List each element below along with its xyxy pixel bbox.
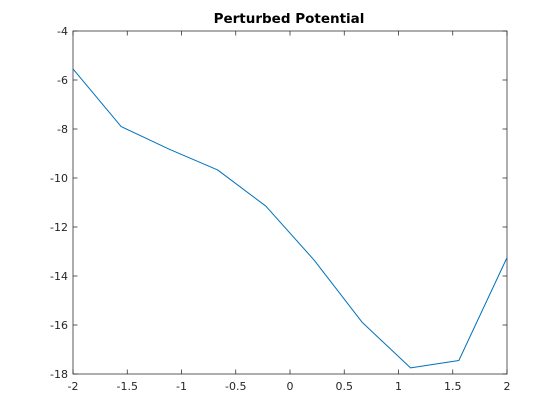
y-tick-label: -8 <box>57 123 68 136</box>
data-point <box>264 205 267 208</box>
series-layer <box>72 67 509 369</box>
x-tick-label: 2 <box>504 380 511 393</box>
data-point <box>168 148 171 151</box>
data-point <box>72 67 75 70</box>
x-tick-label: -1 <box>176 380 187 393</box>
x-tick-label: -0.5 <box>225 380 246 393</box>
x-tick-label: 1.5 <box>444 380 462 393</box>
y-tick-label: -10 <box>50 172 68 185</box>
data-point <box>409 366 412 369</box>
data-point <box>506 256 509 259</box>
x-tick-label: -2 <box>68 380 79 393</box>
y-tick-label: -6 <box>57 74 68 87</box>
data-point <box>120 125 123 128</box>
series-line <box>72 68 508 369</box>
x-tick-label: 0 <box>287 380 294 393</box>
chart-title: Perturbed Potential <box>214 11 365 27</box>
y-tick-label: -4 <box>57 25 68 38</box>
x-tick-label: -1.5 <box>117 380 138 393</box>
data-point <box>216 168 219 171</box>
data-point <box>361 321 364 324</box>
x-tick-label: 1 <box>395 380 402 393</box>
y-axis: -4 -6 -8 -10 -12 -14 -16 -18 <box>50 25 507 381</box>
data-point <box>457 359 460 362</box>
y-tick-label: -18 <box>50 368 68 381</box>
y-tick-label: -12 <box>50 221 68 234</box>
x-axis: -2 -1.5 -1 -0.5 0 0.5 1 1.5 2 <box>68 31 511 393</box>
axes-box <box>72 30 508 375</box>
data-point <box>313 259 316 262</box>
x-tick-label: 0.5 <box>336 380 354 393</box>
y-tick-label: -16 <box>50 319 68 332</box>
y-tick-label: -14 <box>50 270 68 283</box>
